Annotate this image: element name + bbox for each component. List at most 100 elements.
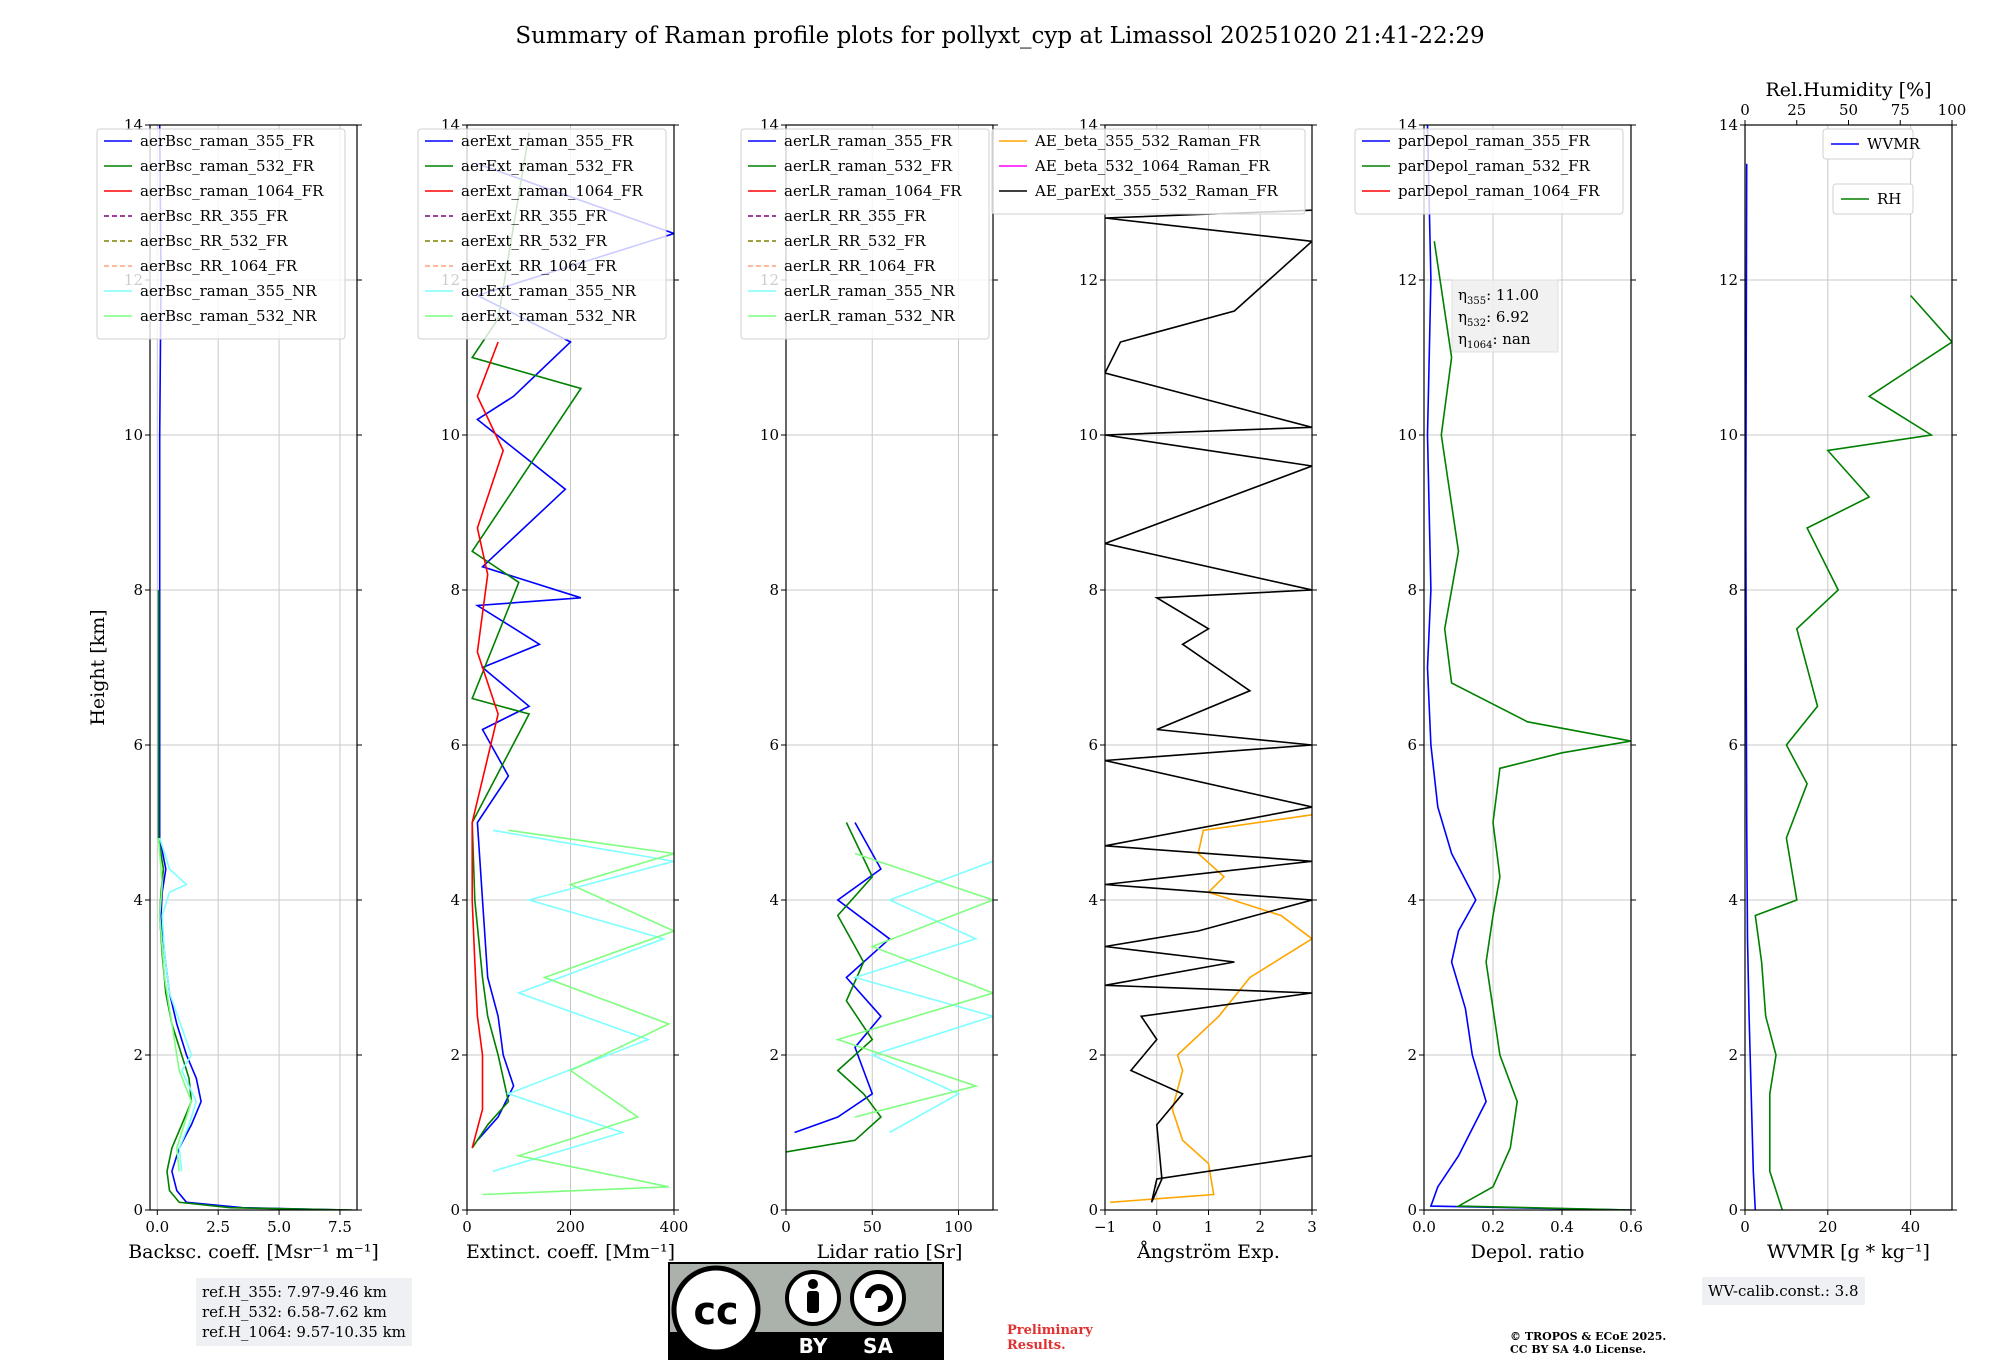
series-line-aerExt_raman_1064_FR xyxy=(471,341,505,1149)
series-line-parDepol_raman_355_FR xyxy=(1426,125,1631,1210)
series-line-RH xyxy=(1754,294,1952,1210)
y-tick-label: 8 xyxy=(1728,581,1738,599)
series-line-aerLR_raman_355_NR xyxy=(852,860,993,1134)
eta-subscript: 355 xyxy=(1467,296,1486,307)
y-tick-label: 0 xyxy=(1728,1201,1738,1219)
y-tick-label: 0 xyxy=(1407,1201,1417,1219)
y-tick-label: 8 xyxy=(1088,581,1098,599)
cc-logo-icon xyxy=(671,1265,761,1355)
y-axis-label: Height [km] xyxy=(87,609,109,725)
series-line-aerBsc_raman_355_FR xyxy=(158,125,348,1210)
eta-subscript: 532 xyxy=(1467,318,1486,329)
legend-box xyxy=(417,128,667,340)
legend-label: aerBsc_raman_532_FR xyxy=(140,157,315,175)
y-tick-label: 2 xyxy=(133,1046,143,1064)
series-line-WVMR xyxy=(1745,163,1757,1210)
y-tick-label: 10 xyxy=(124,426,143,444)
legend-box xyxy=(1354,128,1624,215)
y-tick-label: 6 xyxy=(1088,736,1098,754)
y-tick-label: 4 xyxy=(1407,891,1417,909)
y-tick-label: 8 xyxy=(1407,581,1417,599)
x-tick-label: 2 xyxy=(1255,1218,1265,1236)
legend-label: aerLR_raman_355_FR xyxy=(784,132,953,150)
y-tick-label: 0 xyxy=(1088,1201,1098,1219)
x-tick-label: 40 xyxy=(1901,1218,1920,1236)
copyright-line-1: © TROPOS & ECoE 2025. xyxy=(1510,1330,1667,1343)
legend-box xyxy=(991,128,1306,215)
ref-height-355: ref.H_355: 7.97-9.46 km xyxy=(202,1283,387,1301)
y-tick-label: 4 xyxy=(1088,891,1098,909)
wv-calib-box: WV-calib.const.: 3.8 xyxy=(1702,1277,1865,1305)
legend-label: aerBsc_RR_355_FR xyxy=(140,207,288,225)
x-tick-label: −1 xyxy=(1094,1218,1116,1236)
y-tick-label: 10 xyxy=(1079,426,1098,444)
y-tick-label: 6 xyxy=(1728,736,1738,754)
legend-label: aerLR_raman_355_NR xyxy=(784,282,955,300)
legend-label: aerExt_raman_532_NR xyxy=(461,307,637,325)
preliminary-line-1: Preliminary xyxy=(1007,1323,1093,1338)
legend-box xyxy=(1822,128,1914,160)
legend-label: aerLR_raman_532_NR xyxy=(784,307,955,325)
x-axis-label: Depol. ratio xyxy=(1471,1241,1585,1263)
legend-label: aerLR_raman_532_FR xyxy=(784,157,953,175)
x-tick-label: 0.0 xyxy=(1412,1218,1436,1236)
eta-subscript: 1064 xyxy=(1467,340,1492,351)
legend-label: aerExt_raman_1064_FR xyxy=(461,182,643,200)
legend-box xyxy=(740,128,990,340)
x-tick-label: 0 xyxy=(1152,1218,1162,1236)
series-line-aerLR_raman_355_FR xyxy=(794,822,891,1134)
y-tick-label: 4 xyxy=(769,891,779,909)
wv-calib-const: WV-calib.const.: 3.8 xyxy=(1708,1282,1859,1300)
eta-annotation: η1064: nan xyxy=(1458,330,1531,351)
series-line-aerBsc_raman_532_NR xyxy=(157,837,193,1172)
x-tick-label: 3 xyxy=(1307,1218,1317,1236)
legend-label: AE_beta_532_1064_Raman_FR xyxy=(1034,157,1270,175)
y-tick-label: 0 xyxy=(769,1201,779,1219)
axes-frame xyxy=(1744,124,1953,1211)
y-tick-label: 2 xyxy=(450,1046,460,1064)
y-tick-label: 8 xyxy=(769,581,779,599)
y-tick-label: 14 xyxy=(1719,116,1738,134)
panel-2: 024681012140200400Extinct. coeff. [Mm⁻¹]… xyxy=(417,116,688,1263)
top-x-axis-label: Rel.Humidity [%] xyxy=(1765,79,1931,101)
legend-label: aerExt_RR_355_FR xyxy=(461,207,608,225)
share-alike-icon xyxy=(850,1270,906,1326)
x-tick-label: 200 xyxy=(556,1218,585,1236)
x-axis-label: Ångström Exp. xyxy=(1136,1241,1280,1263)
y-tick-label: 4 xyxy=(133,891,143,909)
x-axis-label: WVMR [g * kg⁻¹] xyxy=(1767,1241,1930,1263)
legend-label: aerExt_raman_355_NR xyxy=(461,282,637,300)
preliminary-line-2: Results. xyxy=(1007,1338,1066,1353)
person-body-icon xyxy=(807,1291,819,1313)
y-tick-label: 12 xyxy=(1079,271,1098,289)
x-tick-label: 20 xyxy=(1818,1218,1837,1236)
eta-annotation: η532: 6.92 xyxy=(1458,308,1529,329)
series-line-aerLR_raman_532_FR xyxy=(786,822,882,1153)
y-tick-label: 6 xyxy=(133,736,143,754)
x-axis-label: Lidar ratio [Sr] xyxy=(817,1241,963,1263)
top-x-tick-label: 25 xyxy=(1787,101,1806,119)
top-x-tick-label: 75 xyxy=(1891,101,1910,119)
y-tick-label: 10 xyxy=(441,426,460,444)
x-tick-label: 2.5 xyxy=(206,1218,230,1236)
legend-label: parDepol_raman_532_FR xyxy=(1398,157,1591,175)
legend-label: aerBsc_raman_1064_FR xyxy=(140,182,324,200)
eta-value: : 6.92 xyxy=(1486,308,1529,326)
series-line-aerExt_raman_355_NR xyxy=(492,829,674,1173)
share-alike-arc-icon xyxy=(865,1284,893,1313)
copyright-line-2: CC BY SA 4.0 License. xyxy=(1510,1343,1647,1356)
legend-label: RH xyxy=(1877,190,1901,208)
cc-by-text: BY xyxy=(799,1334,828,1358)
legend-label: WVMR xyxy=(1867,135,1921,153)
legend-label: AE_parExt_355_532_Raman_FR xyxy=(1034,182,1279,200)
x-tick-label: 0.4 xyxy=(1550,1218,1574,1236)
series-line-aerBsc_raman_355_NR xyxy=(158,837,198,1172)
copyright-note: © TROPOS & ECoE 2025. CC BY SA 4.0 Licen… xyxy=(1510,1330,1666,1356)
y-tick-label: 2 xyxy=(1407,1046,1417,1064)
series-line-aerExt_raman_532_NR xyxy=(482,829,674,1196)
y-tick-label: 2 xyxy=(1088,1046,1098,1064)
